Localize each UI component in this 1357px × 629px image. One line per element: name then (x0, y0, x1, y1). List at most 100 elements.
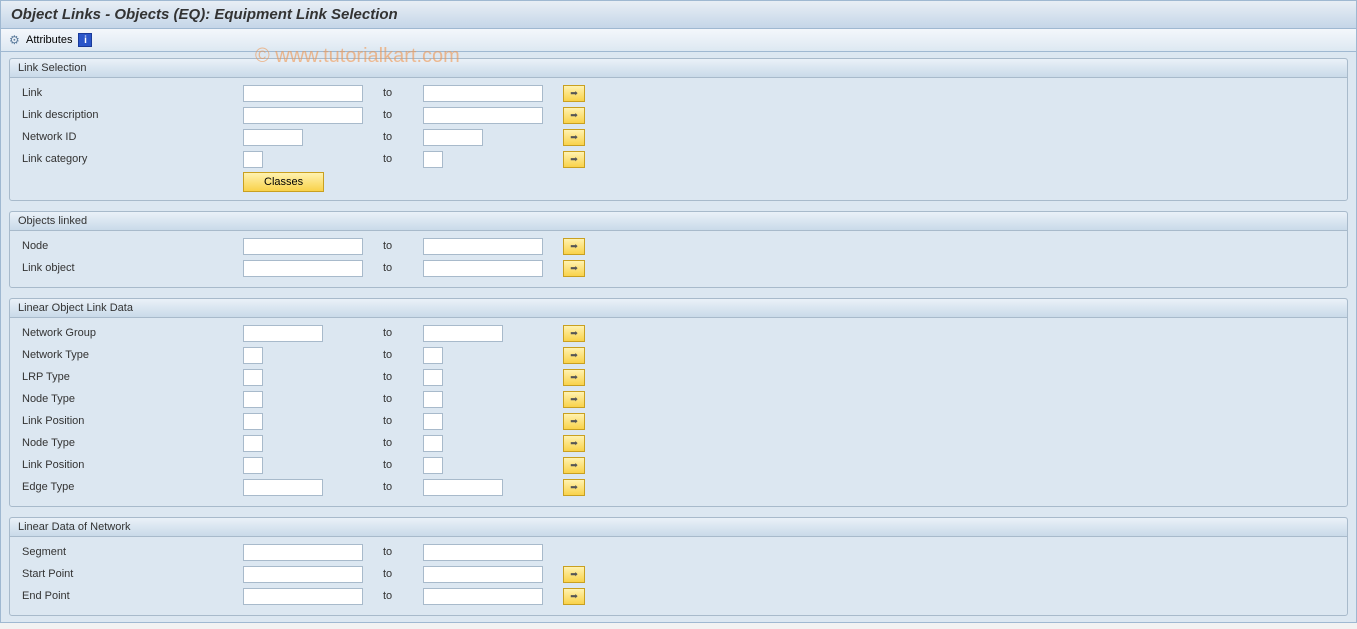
classes-button[interactable]: Classes (243, 172, 324, 192)
input-node-type-from[interactable] (243, 391, 263, 408)
more-button-link[interactable] (563, 85, 585, 102)
row-segment: Segment to (18, 541, 1339, 563)
input-start-point-to[interactable] (423, 566, 543, 583)
input-link-position-to[interactable] (423, 413, 443, 430)
to-label: to (383, 371, 423, 383)
input-link-from[interactable] (243, 85, 363, 102)
content-area: Link Selection Link to Link description … (0, 52, 1357, 623)
label-segment: Segment (18, 546, 243, 558)
row-network-type: Network Type to (18, 344, 1339, 366)
to-label: to (383, 590, 423, 602)
to-label: to (383, 153, 423, 165)
label-lrp-type: LRP Type (18, 371, 243, 383)
row-end-point: End Point to (18, 585, 1339, 607)
input-edge-type-from[interactable] (243, 479, 323, 496)
label-network-id: Network ID (18, 131, 243, 143)
more-button-start-point[interactable] (563, 566, 585, 583)
input-node-type-to[interactable] (423, 391, 443, 408)
more-button-link-object[interactable] (563, 260, 585, 277)
input-link-desc-from[interactable] (243, 107, 363, 124)
more-button-link-desc[interactable] (563, 107, 585, 124)
input-lrp-type-to[interactable] (423, 369, 443, 386)
attributes-button[interactable]: Attributes (9, 33, 72, 47)
to-label: to (383, 568, 423, 580)
more-button-node[interactable] (563, 238, 585, 255)
more-button-network-type[interactable] (563, 347, 585, 364)
row-node: Node to (18, 235, 1339, 257)
row-link: Link to (18, 82, 1339, 104)
input-network-type-to[interactable] (423, 347, 443, 364)
row-link-cat: Link category to (18, 148, 1339, 170)
input-link-position-from[interactable] (243, 413, 263, 430)
group-body: Node to Link object to (10, 231, 1347, 287)
group-objects-linked: Objects linked Node to Link object to (9, 211, 1348, 288)
input-link-desc-to[interactable] (423, 107, 543, 124)
label-link-position: Link Position (18, 415, 243, 427)
more-button-link-position2[interactable] (563, 457, 585, 474)
label-node-type2: Node Type (18, 437, 243, 449)
to-label: to (383, 87, 423, 99)
group-title-link-selection: Link Selection (10, 59, 1347, 78)
group-title-linear-net: Linear Data of Network (10, 518, 1347, 537)
input-node-from[interactable] (243, 238, 363, 255)
label-edge-type: Edge Type (18, 481, 243, 493)
input-link-to[interactable] (423, 85, 543, 102)
more-button-link-position[interactable] (563, 413, 585, 430)
to-label: to (383, 546, 423, 558)
input-lrp-type-from[interactable] (243, 369, 263, 386)
label-link: Link (18, 87, 243, 99)
input-link-cat-from[interactable] (243, 151, 263, 168)
to-label: to (383, 415, 423, 427)
label-end-point: End Point (18, 590, 243, 602)
input-network-group-to[interactable] (423, 325, 503, 342)
input-segment-to[interactable] (423, 544, 543, 561)
input-link-position2-to[interactable] (423, 457, 443, 474)
row-start-point: Start Point to (18, 563, 1339, 585)
label-link-desc: Link description (18, 109, 243, 121)
input-end-point-from[interactable] (243, 588, 363, 605)
input-edge-type-to[interactable] (423, 479, 503, 496)
label-link-object: Link object (18, 262, 243, 274)
group-linear-net: Linear Data of Network Segment to Start … (9, 517, 1348, 616)
input-network-id-from[interactable] (243, 129, 303, 146)
label-start-point: Start Point (18, 568, 243, 580)
row-link-object: Link object to (18, 257, 1339, 279)
to-label: to (383, 240, 423, 252)
input-network-type-from[interactable] (243, 347, 263, 364)
more-button-network-id[interactable] (563, 129, 585, 146)
more-button-link-cat[interactable] (563, 151, 585, 168)
input-node-type2-from[interactable] (243, 435, 263, 452)
input-link-cat-to[interactable] (423, 151, 443, 168)
more-button-network-group[interactable] (563, 325, 585, 342)
group-linear-obj: Linear Object Link Data Network Group to… (9, 298, 1348, 507)
group-title-linear-obj: Linear Object Link Data (10, 299, 1347, 318)
more-button-edge-type[interactable] (563, 479, 585, 496)
info-icon[interactable]: i (78, 33, 92, 47)
row-link-position2: Link Position to (18, 454, 1339, 476)
more-button-end-point[interactable] (563, 588, 585, 605)
input-network-id-to[interactable] (423, 129, 483, 146)
input-link-position2-from[interactable] (243, 457, 263, 474)
input-segment-from[interactable] (243, 544, 363, 561)
group-body: Network Group to Network Type to LRP Typ… (10, 318, 1347, 506)
row-link-position: Link Position to (18, 410, 1339, 432)
label-network-group: Network Group (18, 327, 243, 339)
row-lrp-type: LRP Type to (18, 366, 1339, 388)
attributes-label: Attributes (26, 34, 72, 46)
more-button-node-type2[interactable] (563, 435, 585, 452)
input-node-to[interactable] (423, 238, 543, 255)
toolbar: Attributes i (0, 29, 1357, 52)
row-network-id: Network ID to (18, 126, 1339, 148)
to-label: to (383, 393, 423, 405)
group-body: Segment to Start Point to End Point to (10, 537, 1347, 615)
more-button-node-type[interactable] (563, 391, 585, 408)
input-end-point-to[interactable] (423, 588, 543, 605)
more-button-lrp-type[interactable] (563, 369, 585, 386)
input-link-object-to[interactable] (423, 260, 543, 277)
input-network-group-from[interactable] (243, 325, 323, 342)
input-link-object-from[interactable] (243, 260, 363, 277)
input-node-type2-to[interactable] (423, 435, 443, 452)
label-node: Node (18, 240, 243, 252)
input-start-point-from[interactable] (243, 566, 363, 583)
row-edge-type: Edge Type to (18, 476, 1339, 498)
